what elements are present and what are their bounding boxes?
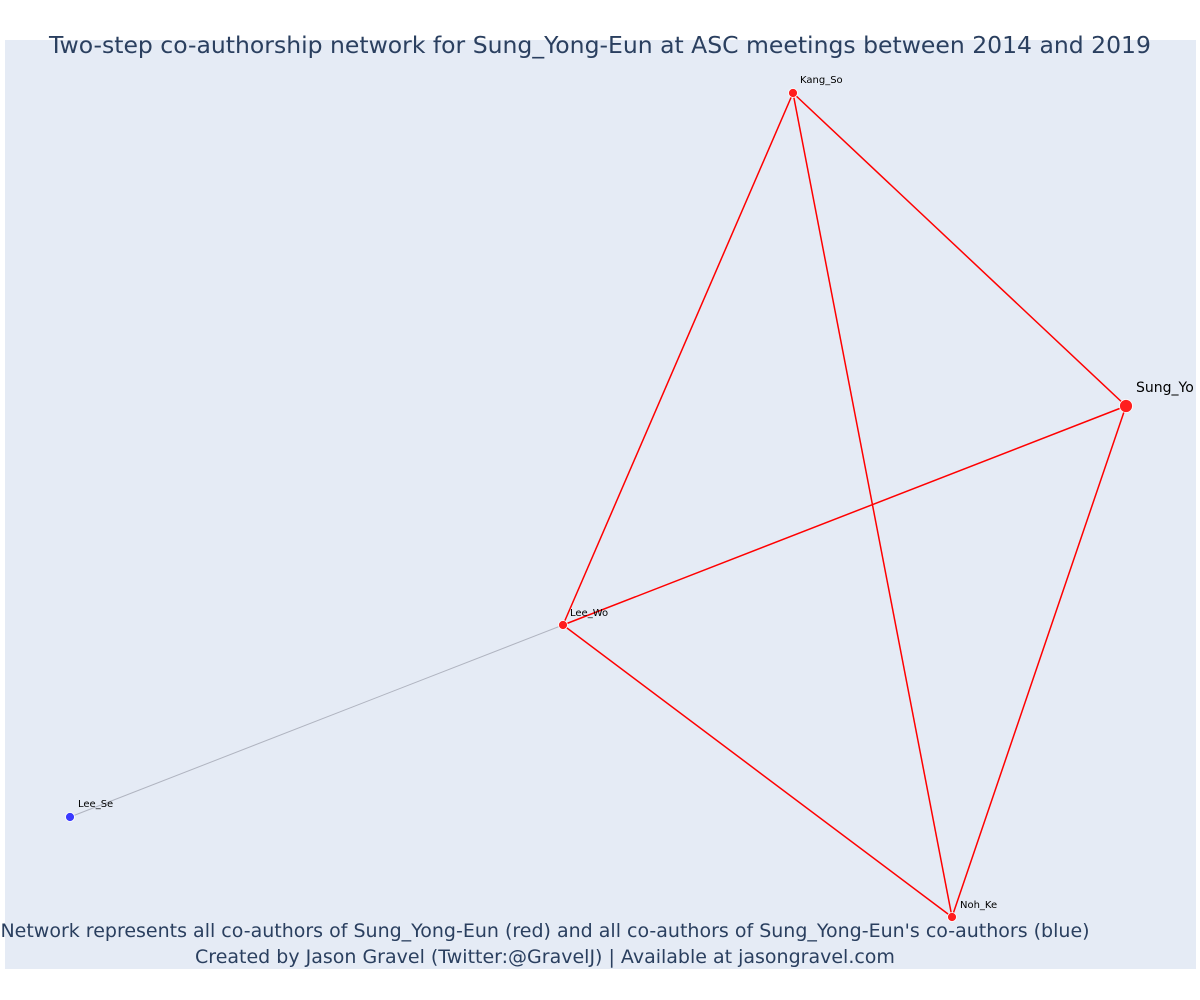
chart-title: Two-step co-authorship network for Sung_… (49, 31, 1151, 59)
node-Kang_So[interactable] (788, 88, 798, 98)
node-Lee_Wo[interactable] (558, 620, 568, 630)
nodes-layer (65, 88, 1133, 922)
node-Sung_Yo[interactable] (1119, 399, 1133, 413)
footer-credit: Created by Jason Gravel (Twitter:@Gravel… (195, 946, 895, 968)
labels-layer: Sung_Yo Kang_So Lee_Wo Noh_Ke Lee_Se (78, 75, 1194, 911)
plot-area (5, 40, 1196, 969)
node-Lee_Se[interactable] (65, 812, 75, 822)
edge-Lee_Wo-Lee_Se (69, 624, 564, 818)
chart-footer: Network represents all co-authors of Sun… (0, 918, 1090, 970)
node-label-Lee_Wo: Lee_Wo (570, 608, 608, 619)
node-label-Lee_Se: Lee_Se (78, 799, 113, 810)
edge-Sung_Yo-Noh_Ke (951, 405, 1127, 918)
node-label-Kang_So: Kang_So (800, 75, 843, 86)
node-Noh_Ke[interactable] (947, 912, 957, 922)
edge-Kang_So-Lee_Wo (562, 92, 794, 626)
edge-Kang_So-Sung_Yo (792, 92, 1127, 407)
footer-description: Network represents all co-authors of Sun… (0, 920, 1090, 942)
edge-Lee_Wo-Sung_Yo (562, 405, 1127, 626)
node-label-Noh_Ke: Noh_Ke (960, 900, 997, 911)
edge-Lee_Wo-Noh_Ke (562, 624, 953, 918)
node-label-Sung_Yo: Sung_Yo (1136, 380, 1194, 396)
edges-layer (69, 92, 1127, 918)
